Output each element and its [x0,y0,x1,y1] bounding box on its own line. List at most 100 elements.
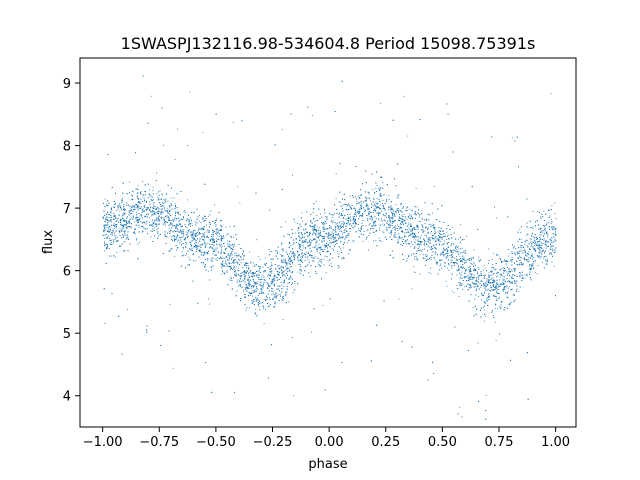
data-point [464,268,465,269]
data-point [433,238,435,239]
data-point [408,236,409,237]
data-point [233,243,235,245]
data-point [280,293,281,295]
data-point [197,242,199,244]
data-point [143,194,144,196]
data-point [288,258,290,260]
data-point [228,262,230,264]
data-point [294,283,296,285]
data-point [278,294,280,296]
data-point [298,236,300,238]
data-point [174,239,176,240]
data-point [493,315,494,316]
data-point [300,244,302,246]
data-point [202,227,203,229]
data-point [346,235,348,236]
data-point [236,266,237,268]
data-point [289,256,291,258]
data-point [497,279,498,281]
data-point [416,206,418,208]
data-point [172,223,173,225]
data-point [539,237,540,238]
data-point [240,262,242,264]
data-point [294,256,295,258]
data-point [315,256,317,258]
data-point [539,234,541,236]
data-point [253,281,255,282]
data-point [191,246,193,248]
data-point [271,267,272,269]
data-point [201,236,203,237]
data-point [363,211,365,213]
data-point [408,224,410,226]
data-point [149,201,151,203]
data-point [528,254,530,255]
data-point [555,231,556,233]
data-point [505,260,506,261]
data-point [181,251,183,252]
data-point [482,294,484,296]
data-point [509,271,511,273]
data-point [472,276,474,278]
data-point [196,246,198,248]
data-point [513,269,515,270]
data-point [332,257,333,259]
data-point [373,240,374,242]
data-point [459,282,461,284]
data-point [121,218,123,219]
data-point [244,272,246,274]
data-point [109,255,110,257]
data-point [489,270,491,272]
data-point [113,228,115,229]
data-point [290,266,291,268]
data-point [542,243,544,244]
data-point [435,240,437,242]
data-point [107,243,109,245]
data-point [312,232,314,234]
data-point [503,283,505,285]
data-point [451,254,453,255]
data-point [378,213,380,215]
data-point [304,241,306,243]
data-point [104,250,106,252]
data-point [347,233,349,234]
data-point [139,202,141,204]
data-point [262,283,264,285]
data-point [485,289,486,291]
data-point [261,276,262,278]
data-point [545,259,546,261]
data-point [127,216,128,218]
data-point [262,274,264,276]
data-point [484,275,486,277]
data-point [539,240,540,242]
data-point [234,261,236,263]
data-point [374,216,376,218]
data-point [514,283,516,284]
data-point [397,230,399,232]
data-point [489,290,490,291]
data-point [458,238,459,240]
data-point [524,241,526,243]
data-point [492,310,493,311]
data-point [174,203,176,205]
data-point [177,227,179,229]
data-point [142,217,143,219]
data-point [274,296,276,298]
data-point [409,243,410,245]
data-point [161,205,163,206]
data-point [185,211,187,213]
data-point [188,223,190,224]
data-point [328,235,329,237]
data-point [384,224,385,226]
data-point [222,261,223,263]
data-point [240,285,241,287]
data-point [492,259,493,260]
data-point [336,222,338,224]
data-point [504,270,506,271]
data-point [191,250,193,251]
data-point [151,215,152,217]
data-point [388,226,390,228]
data-point [446,267,448,269]
data-point [441,244,443,246]
data-point [455,247,457,249]
